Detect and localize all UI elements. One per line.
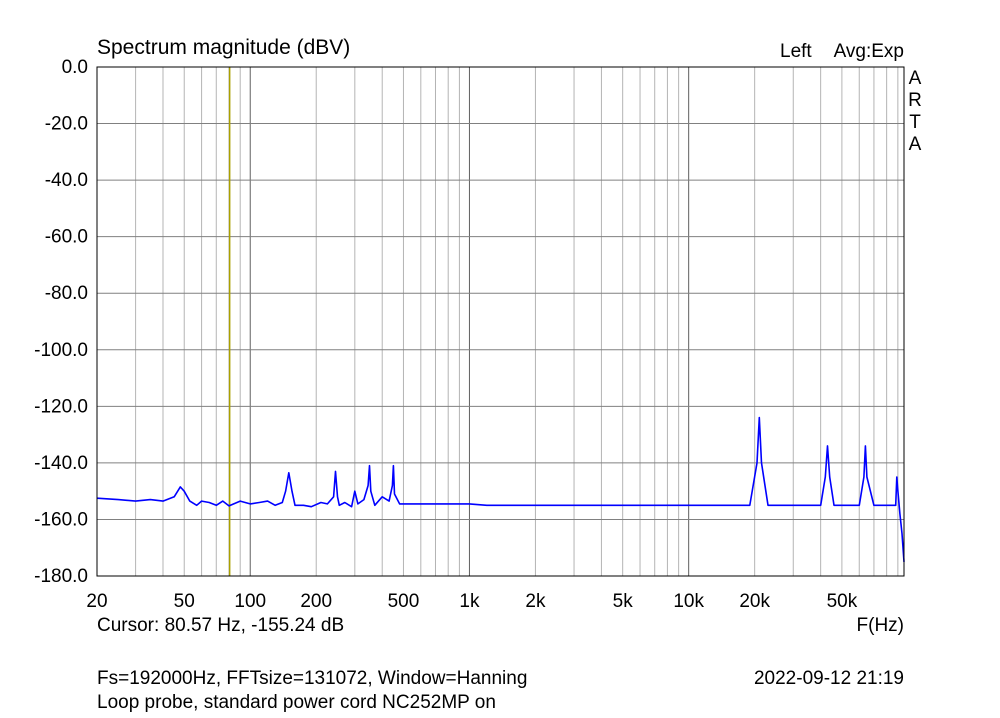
y-tick-label: -80.0 [45, 283, 88, 304]
x-tick-label: 200 [300, 591, 332, 612]
y-tick-label: -20.0 [45, 114, 88, 135]
y-axis-ticks: 0.0 -20.0 -40.0 -60.0 -80.0 -100.0 -120.0 -140.… [34, 57, 88, 587]
watermark-letter: T [909, 112, 921, 133]
x-tick-label: 20 [86, 591, 107, 612]
y-tick-label: -60.0 [45, 227, 88, 248]
y-tick-label: -160.0 [34, 509, 88, 530]
y-tick-label: -120.0 [34, 396, 88, 417]
x-tick-label: 50 [174, 591, 195, 612]
spectrum-trace [96, 416, 905, 562]
cursor-readout: Cursor: 80.57 Hz, -155.24 dB [97, 615, 344, 636]
plot-frame [96, 66, 905, 577]
x-tick-label: 500 [388, 591, 420, 612]
watermark-letter: A [909, 134, 922, 155]
y-tick-label: -100.0 [34, 340, 88, 361]
x-tick-label: 20k [739, 591, 770, 612]
x-axis-ticks: 20 50 100 200 500 1k 2k 5k 10k 20k 50k [86, 591, 857, 612]
x-axis-label: F(Hz) [857, 615, 904, 636]
x-tick-label: 5k [613, 591, 634, 612]
averaging-label: Avg:Exp [834, 41, 904, 62]
x-tick-label: 100 [234, 591, 266, 612]
watermark-letter: R [908, 90, 922, 111]
y-tick-label: -180.0 [34, 566, 88, 587]
plot-series [96, 416, 905, 562]
chart-title: Spectrum magnitude (dBV) [97, 36, 350, 59]
measurement-note: Loop probe, standard power cord NC252MP … [97, 692, 496, 713]
y-tick-label: -140.0 [34, 453, 88, 474]
channel-label: Left [780, 41, 812, 62]
x-tick-label: 50k [827, 591, 858, 612]
measurement-params: Fs=192000Hz, FFTsize=131072, Window=Hann… [97, 668, 527, 689]
x-tick-label: 10k [673, 591, 704, 612]
y-tick-label: 0.0 [62, 57, 88, 78]
x-tick-label: 1k [459, 591, 480, 612]
x-tick-label: 2k [525, 591, 546, 612]
y-tick-label: -40.0 [45, 170, 88, 191]
timestamp: 2022-09-12 21:19 [754, 668, 904, 689]
grid [97, 67, 904, 576]
watermark-letter: A [909, 68, 922, 89]
